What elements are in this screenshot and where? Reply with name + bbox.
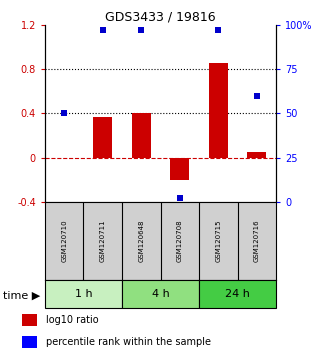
Point (254, 93, 259, 98)
Bar (22, 314, 37, 326)
Bar (209, 63, 228, 158)
Bar (247, 152, 266, 158)
Point (100, 27, 105, 33)
Text: log10 ratio: log10 ratio (47, 315, 99, 325)
Point (139, 27, 144, 33)
Text: GSM120708: GSM120708 (177, 219, 183, 262)
Bar (93, 116, 112, 158)
Point (177, 195, 182, 201)
Bar (45, 280, 122, 308)
Bar (199, 280, 276, 308)
Bar (22, 336, 37, 348)
Text: GSM120648: GSM120648 (138, 219, 144, 262)
Text: percentile rank within the sample: percentile rank within the sample (47, 337, 212, 347)
Bar (132, 113, 151, 158)
Text: GSM120716: GSM120716 (254, 219, 260, 262)
Text: GSM120715: GSM120715 (215, 219, 221, 262)
Title: GDS3433 / 19816: GDS3433 / 19816 (105, 11, 216, 24)
Text: GSM120711: GSM120711 (100, 219, 106, 262)
Bar (122, 280, 199, 308)
Point (62, 110, 67, 116)
Bar (170, 158, 189, 180)
Text: time ▶: time ▶ (3, 291, 40, 301)
Text: 1 h: 1 h (75, 289, 92, 299)
Text: GSM120710: GSM120710 (61, 219, 67, 262)
Text: 24 h: 24 h (225, 289, 250, 299)
Point (216, 27, 221, 33)
Text: 4 h: 4 h (152, 289, 169, 299)
